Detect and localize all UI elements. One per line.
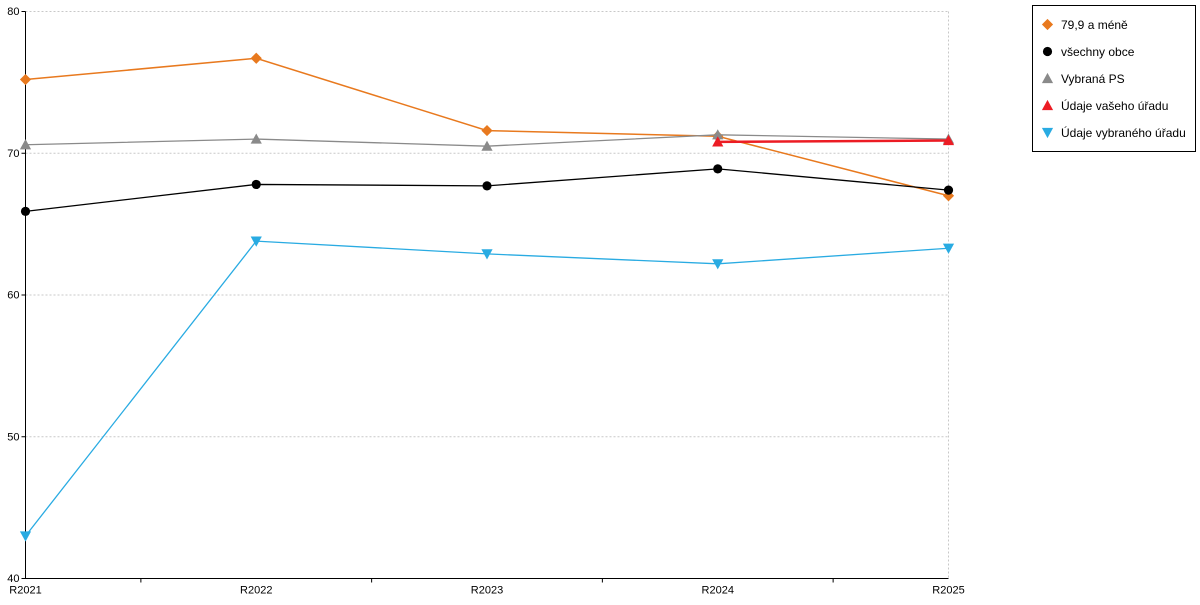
marker-triangle-up-icon	[712, 129, 724, 140]
legend-item: Vybraná PS	[1041, 65, 1187, 92]
marker-diamond-icon	[481, 124, 493, 137]
series-triangle-up	[712, 134, 955, 147]
marker-triangle-down-icon	[481, 249, 493, 260]
legend-label: 79,9 a méně	[1061, 17, 1128, 32]
legend-label: Údaje vybraného úřadu	[1061, 125, 1186, 140]
legend-item: 79,9 a méně	[1041, 11, 1187, 38]
marker-circle-icon	[1042, 46, 1053, 57]
marker-triangle-down-icon	[19, 531, 32, 542]
series-triangle-down	[19, 236, 955, 542]
marker-triangle-up-icon	[942, 134, 955, 146]
legend-diamond-icon	[1041, 18, 1054, 31]
series-circle	[20, 164, 954, 216]
marker-triangle-up-icon	[712, 136, 724, 147]
marker-triangle-up-icon	[481, 140, 493, 151]
marker-triangle-down-icon	[250, 236, 262, 247]
marker-diamond-icon	[1041, 18, 1054, 31]
marker-circle-icon	[20, 206, 31, 216]
legend-triangle-down-icon	[1041, 127, 1054, 139]
x-tick-label: R2021	[9, 585, 41, 597]
legend-label: Údaje vašeho úřadu	[1061, 98, 1169, 113]
marker-triangle-up-icon	[1041, 72, 1054, 84]
legend-label: všechny obce	[1061, 44, 1135, 59]
y-tick-label: 50	[7, 431, 19, 443]
marker-diamond-icon	[250, 52, 262, 64]
legend-triangle-up-icon	[1041, 72, 1054, 84]
legend-item: Údaje vybraného úřadu	[1041, 119, 1187, 146]
marker-triangle-up-icon	[250, 133, 262, 144]
series-line	[717, 139, 949, 144]
x-tick-label: R2022	[240, 585, 272, 597]
marker-diamond-icon	[19, 73, 32, 86]
legend-item: všechny obce	[1041, 38, 1187, 65]
marker-triangle-down-icon	[1041, 127, 1054, 139]
marker-circle-icon	[482, 181, 492, 191]
marker-circle-icon	[251, 179, 261, 190]
x-tick-label: R2023	[471, 585, 503, 597]
x-tick-label: R2024	[702, 585, 734, 597]
legend-triangle-up-icon	[1041, 99, 1054, 111]
marker-triangle-up-icon	[1041, 99, 1054, 111]
y-tick-label: 70	[7, 148, 19, 160]
marker-circle-icon	[943, 185, 954, 195]
marker-triangle-down-icon	[942, 243, 955, 254]
series-line	[24, 240, 949, 537]
legend-circle-icon	[1042, 46, 1053, 57]
marker-triangle-down-icon	[712, 259, 724, 270]
y-tick-label: 60	[7, 290, 19, 302]
legend-item: Údaje vašeho úřadu	[1041, 92, 1187, 119]
chart-legend: 79,9 a méně všechny obce Vybraná PS Údaje v…	[1032, 5, 1196, 152]
x-tick-label: R2025	[932, 585, 964, 597]
marker-circle-icon	[713, 164, 723, 174]
y-tick-label: 40	[7, 573, 19, 585]
series-diamond	[19, 52, 955, 202]
y-tick-label: 80	[7, 6, 19, 18]
marker-triangle-up-icon	[19, 139, 32, 150]
legend-label: Vybraná PS	[1061, 71, 1125, 86]
